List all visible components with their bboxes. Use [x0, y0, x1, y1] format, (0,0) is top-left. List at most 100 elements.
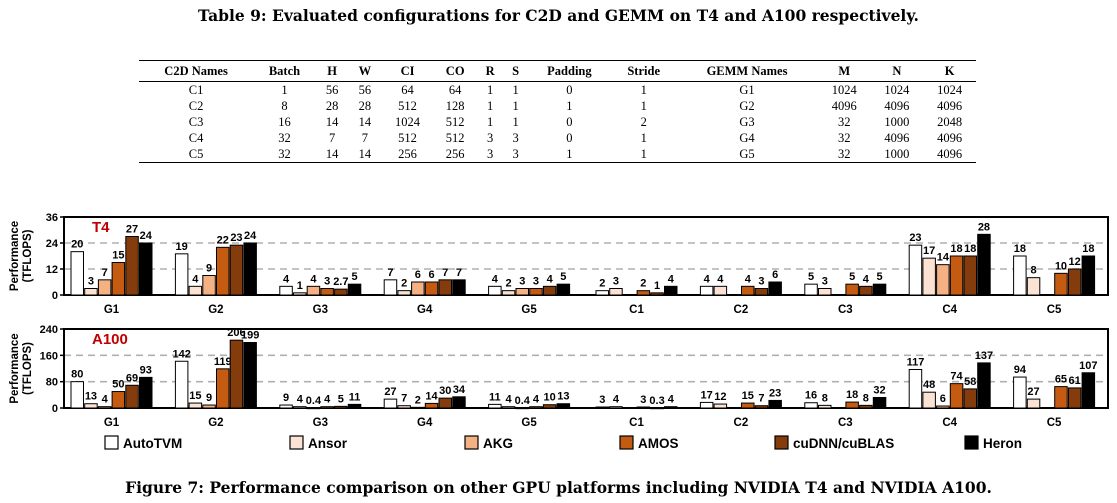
bar	[1067, 268, 1082, 296]
bar	[529, 406, 543, 409]
y-tick-label: 0	[52, 290, 58, 302]
bar	[922, 257, 936, 296]
table-cell: 32	[278, 146, 291, 161]
table-cell: 2	[640, 114, 647, 129]
table-cell: 3	[512, 130, 519, 145]
bar	[501, 290, 516, 296]
data-label: 15	[189, 390, 201, 402]
table-header-cell: K	[944, 63, 955, 78]
data-label: 6	[428, 269, 434, 281]
table-cell: 0	[566, 114, 573, 129]
data-label: 13	[557, 391, 569, 403]
data-label: 23	[769, 387, 781, 399]
y-axis-label: Performance(TFLOPS)	[9, 333, 34, 403]
bar	[216, 246, 230, 296]
data-label: 142	[172, 348, 190, 360]
bar	[1013, 376, 1027, 409]
table-cell: 512	[398, 130, 417, 145]
bar	[768, 399, 782, 409]
table-cell: 1024	[395, 114, 421, 129]
data-label: 2	[415, 394, 421, 406]
data-label: 30	[439, 385, 451, 397]
bar	[515, 407, 529, 410]
y-axis-label-line2: (TFLOPS)	[22, 342, 34, 395]
bar	[804, 283, 818, 296]
table-cell: 14	[325, 114, 339, 129]
data-label: 7	[758, 393, 764, 405]
bar	[488, 285, 502, 296]
data-label: 7	[456, 267, 462, 279]
table-cell: 1	[512, 114, 519, 129]
data-label: 4	[704, 273, 711, 285]
bar	[963, 255, 977, 296]
bar	[542, 404, 557, 409]
data-label: 27	[1027, 386, 1039, 398]
bar	[818, 288, 832, 296]
table-cell: 2048	[937, 114, 963, 129]
bar	[320, 406, 334, 409]
table-cell: 1	[566, 98, 573, 113]
data-label: 24	[140, 230, 153, 242]
table-cell: 14	[358, 146, 372, 161]
bar	[1054, 386, 1068, 409]
category-label: G4	[417, 304, 433, 316]
legend-swatch	[964, 435, 979, 450]
bar	[713, 403, 728, 409]
data-label: 2	[599, 278, 605, 290]
bar	[411, 406, 425, 409]
table-cell: 56	[325, 82, 339, 97]
data-label: 119	[214, 356, 232, 368]
data-label: 4	[717, 273, 724, 285]
data-label: 80	[71, 369, 83, 381]
table-cell: 7	[361, 130, 368, 145]
bar	[320, 288, 334, 296]
bar	[1026, 398, 1041, 409]
data-label: 32	[873, 384, 885, 396]
table-cell: 1024	[884, 82, 910, 97]
bar	[713, 285, 728, 296]
bar	[977, 233, 991, 296]
y-axis-label: Performance(TFLOPS)	[9, 221, 34, 291]
data-label: 8	[1030, 265, 1036, 277]
data-label: 4	[102, 394, 109, 406]
data-label: 2	[640, 278, 646, 290]
data-label: 4	[668, 273, 675, 285]
table-header-cell: CO	[445, 63, 465, 78]
bar	[556, 403, 571, 409]
table-cell: C3	[188, 114, 204, 129]
bar	[636, 406, 651, 409]
bar	[334, 288, 348, 296]
data-label: 27	[126, 224, 138, 236]
bar	[699, 401, 714, 409]
bar	[397, 405, 411, 409]
bar	[754, 288, 769, 296]
bar	[125, 384, 139, 409]
category-label: C1	[629, 304, 644, 316]
t4-panel: 0122436Performance(TFLOPS)T42037152724G1…	[9, 212, 1109, 316]
legend: AutoTVM Ansor AKG AMOS cuDNN/cuBLAS Heron	[104, 435, 1022, 451]
data-label: 23	[909, 232, 921, 244]
table-cell: 1	[486, 114, 494, 129]
bar	[70, 381, 84, 409]
table-cell: 3	[486, 146, 494, 161]
bar	[609, 288, 623, 296]
bar	[70, 251, 84, 296]
category-label: G3	[313, 417, 328, 429]
bar	[1013, 255, 1027, 296]
y-tick-label: 0	[52, 403, 58, 415]
table-header-cell: GEMM Names	[706, 63, 788, 78]
data-label: 3	[324, 276, 330, 288]
bar	[279, 285, 293, 296]
category-label: C1	[629, 417, 644, 429]
bar	[347, 403, 362, 409]
table-cell: G1	[739, 82, 755, 97]
legend-label: Ansor	[308, 436, 348, 451]
table-header-row: C2D Names Batch H W CI CO R S Padding Stride GEMM …	[139, 60, 976, 82]
category-label: C2	[734, 304, 749, 316]
data-label: 20	[71, 239, 83, 251]
table-header-cell: W	[358, 63, 372, 78]
data-label: 0.3	[649, 395, 664, 407]
table-cell: 1	[640, 130, 647, 145]
bar	[397, 290, 411, 296]
